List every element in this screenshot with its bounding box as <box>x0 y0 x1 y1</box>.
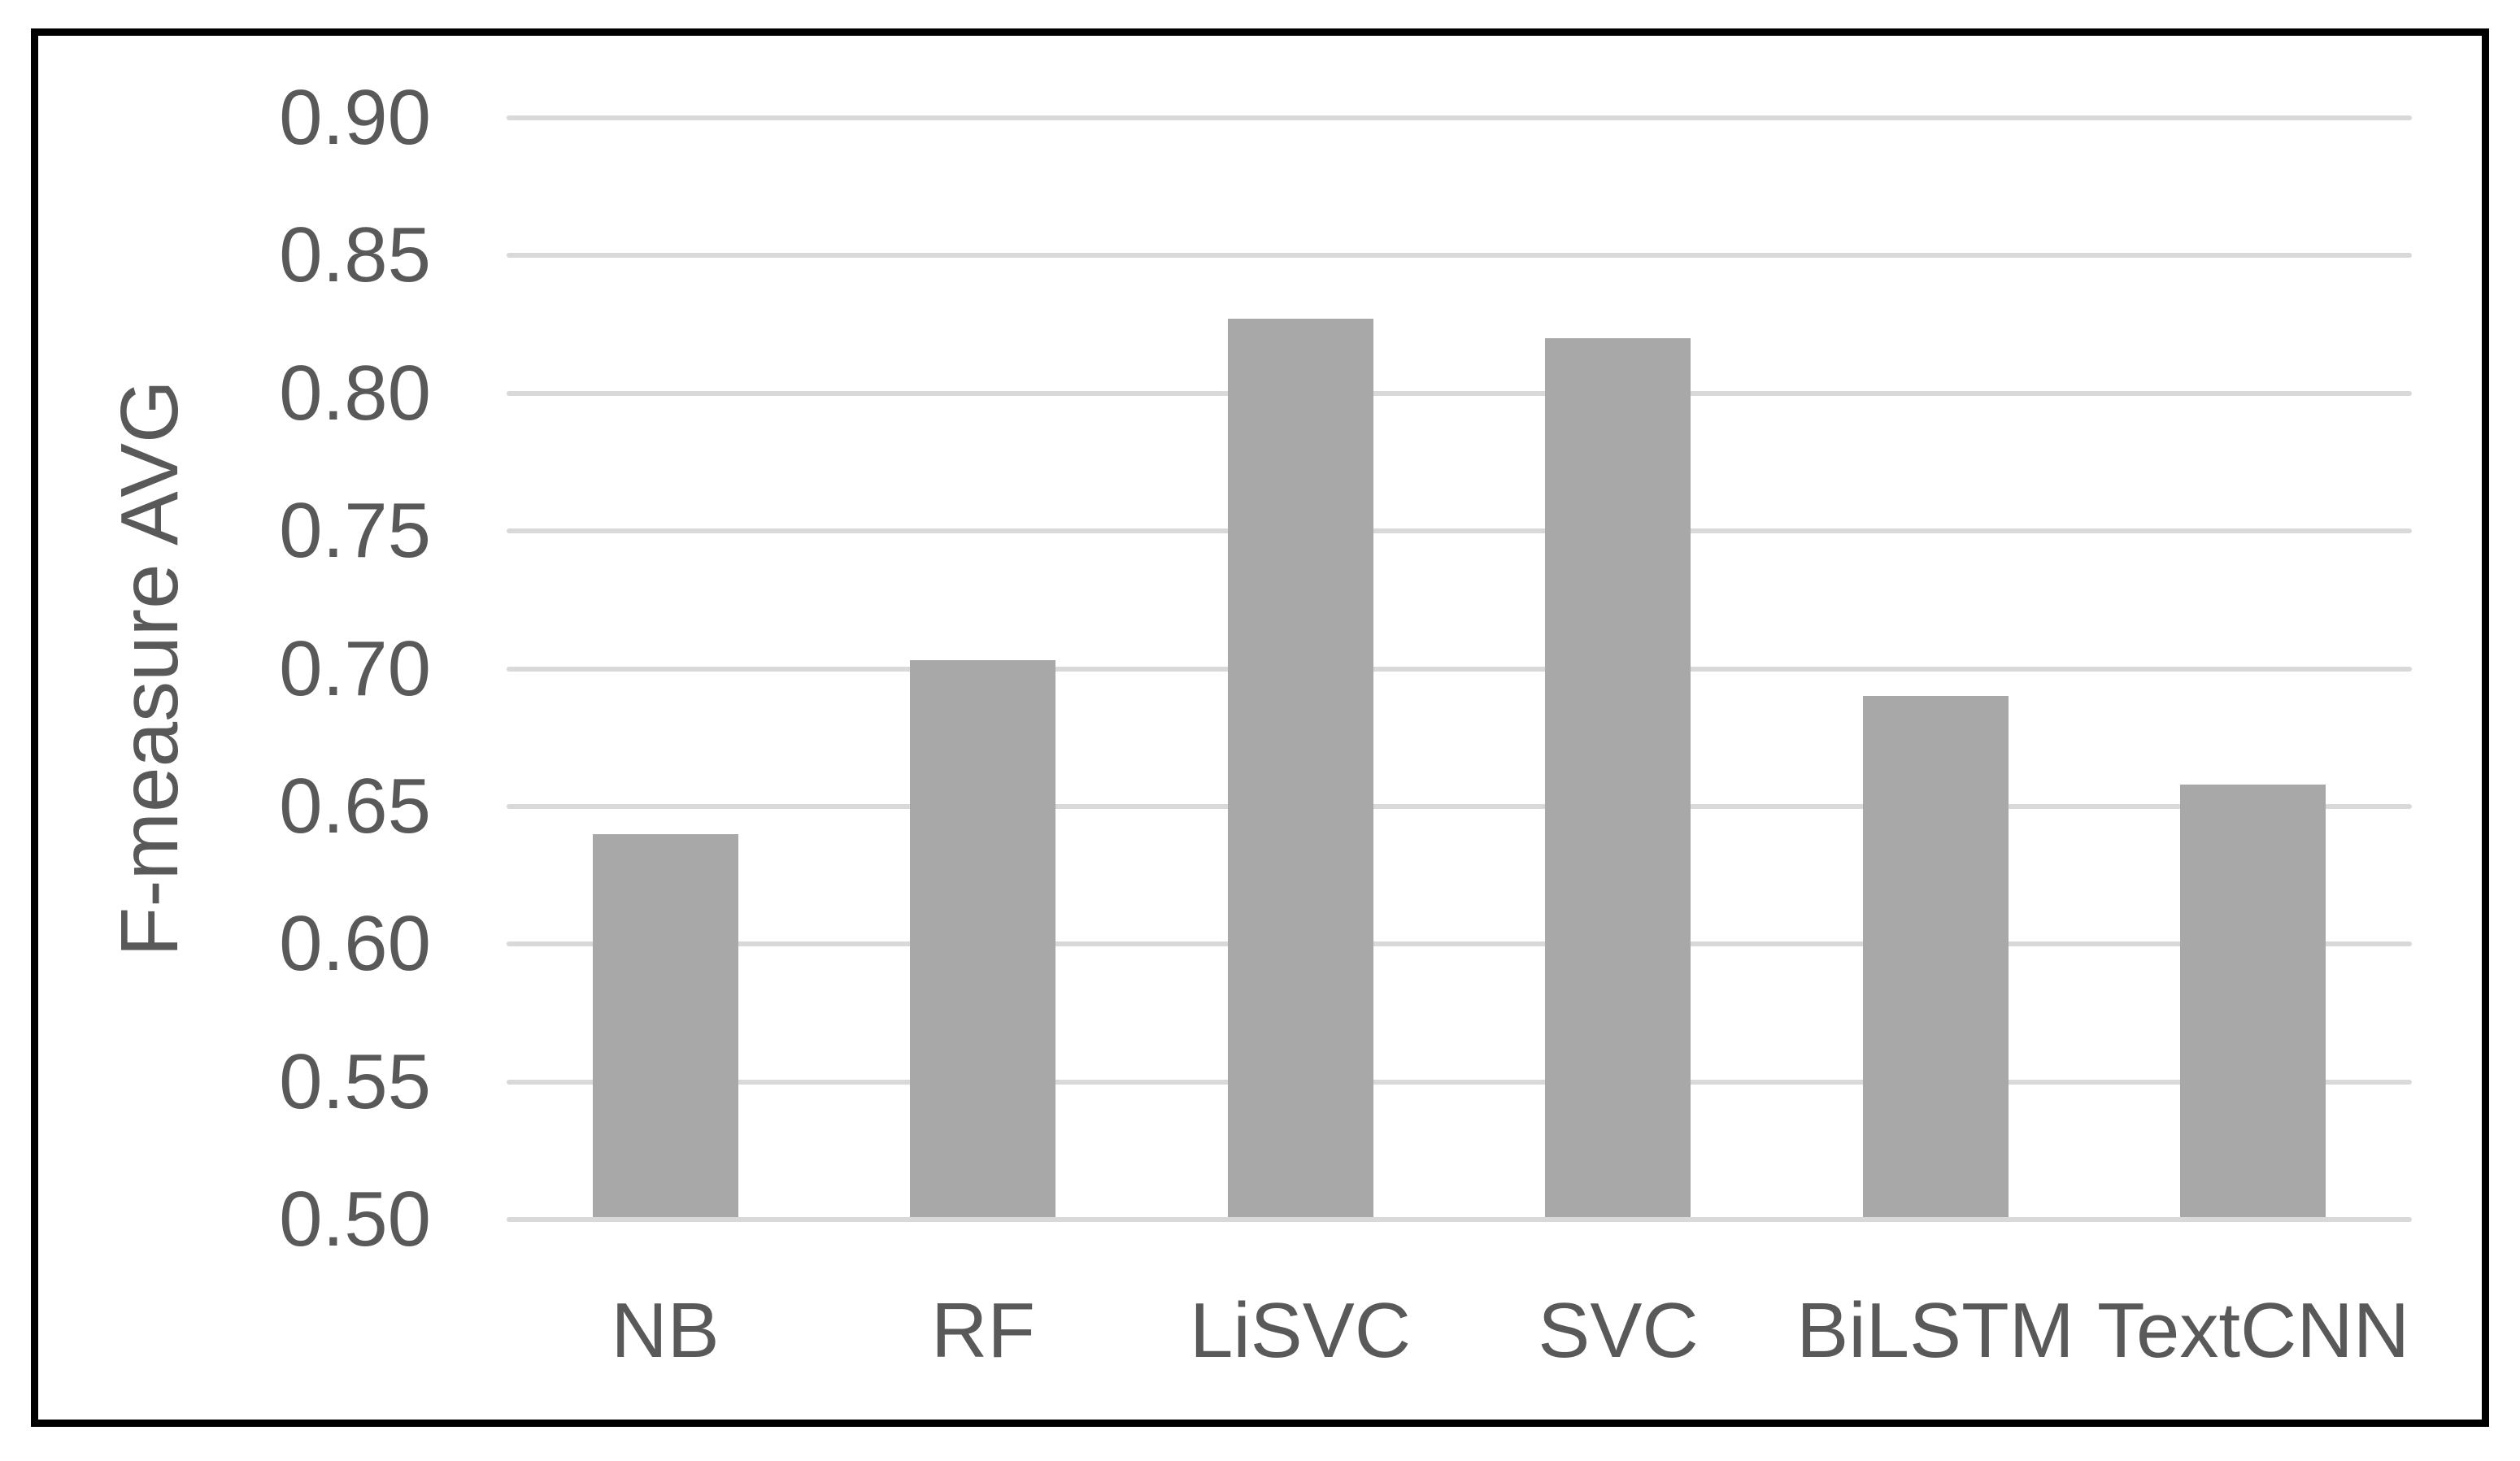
figure-border-frame <box>31 28 2489 1427</box>
y-axis-title: F-measure AVG <box>104 380 195 957</box>
